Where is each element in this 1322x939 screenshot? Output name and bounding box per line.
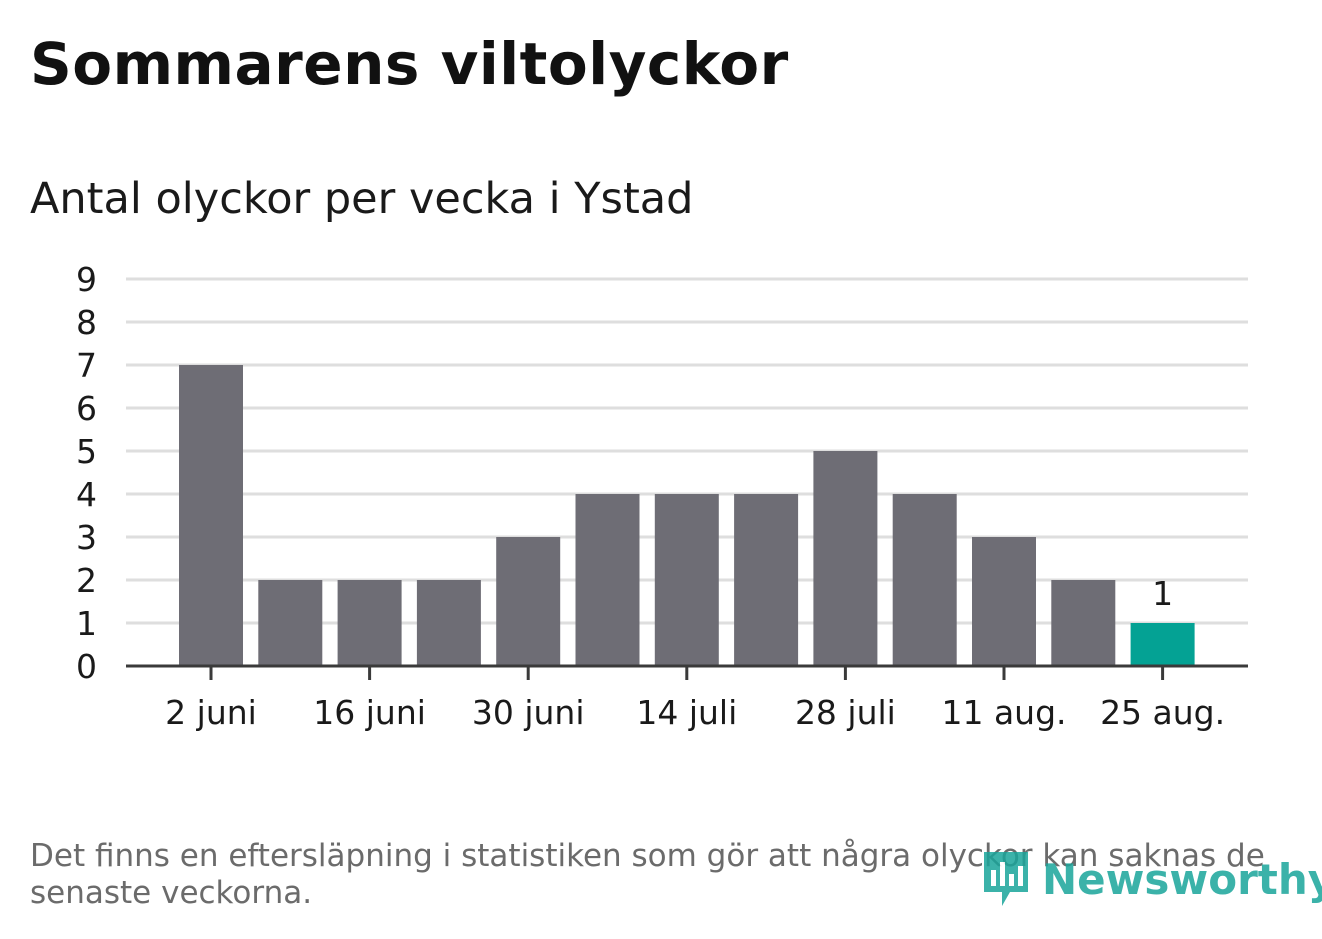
bars: [179, 365, 1195, 666]
logo-name: Newsworthy: [1042, 854, 1322, 904]
x-tick-label: 14 juli: [636, 693, 737, 732]
bar-4-aug-: [892, 494, 957, 666]
bar-28-juli: [813, 451, 878, 666]
data-labels: 1: [1152, 574, 1173, 613]
bar-16-juni: [337, 580, 402, 666]
bar-18-aug-: [1051, 580, 1116, 666]
y-tick-label: 4: [76, 475, 97, 514]
bar-9-juni: [258, 580, 323, 666]
x-tick-label: 25 aug.: [1100, 693, 1225, 732]
newsworthy-logo-icon: [984, 852, 1028, 906]
bar-chart: 0 1 2 3 4 5 6 7 8 9 1 2 juni 16 juni 30 juni 14 juli…: [76, 260, 1248, 732]
footnote: Det finns en eftersläpning i statistiken…: [30, 838, 1265, 911]
x-tick-label: 28 juli: [795, 693, 896, 732]
bar-2-juni: [179, 365, 243, 666]
bar-30-juni: [496, 537, 561, 666]
y-tick-label: 1: [76, 604, 97, 643]
bar-25-aug-: [1130, 623, 1195, 666]
bar-21-juli: [734, 494, 799, 666]
y-tick-label: 5: [76, 432, 97, 471]
y-tick-label: 0: [76, 647, 97, 686]
x-tick-label: 30 juni: [472, 693, 585, 732]
x-tick-label: 2 juni: [165, 693, 257, 732]
x-axis: 2 juni 16 juni 30 juni 14 juli 28 juli 11 aug…: [126, 664, 1248, 732]
bar-11-aug-: [972, 537, 1036, 666]
y-tick-label: 9: [76, 260, 97, 299]
data-label: 1: [1152, 574, 1173, 613]
bar-7-juli: [575, 494, 640, 666]
y-tick-label: 6: [76, 389, 97, 428]
bar-14-juli: [654, 494, 719, 666]
newsworthy-logo: Newsworthy: [980, 848, 1322, 910]
y-axis-ticks: 0 1 2 3 4 5 6 7 8 9: [76, 260, 97, 686]
chart-title: Sommarens viltolyckor: [30, 30, 789, 98]
chart-subtitle: Antal olyckor per vecka i Ystad: [30, 174, 694, 224]
x-tick-label: 16 juni: [313, 693, 426, 732]
y-tick-label: 7: [76, 346, 97, 385]
y-tick-label: 3: [76, 518, 97, 557]
y-tick-label: 8: [76, 303, 97, 342]
bar-23-juni: [416, 580, 481, 666]
y-tick-label: 2: [76, 561, 97, 600]
x-tick-label: 11 aug.: [941, 693, 1066, 732]
